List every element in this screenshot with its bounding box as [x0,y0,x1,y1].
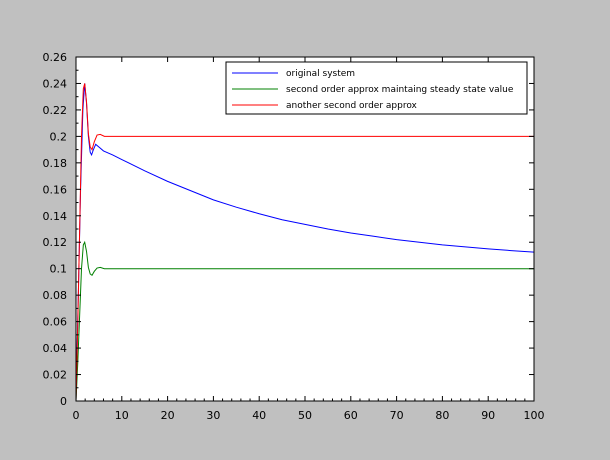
ticks-layer: 0 10 20 30 40 50 60 70 80 90 100 0 0.02 0.04 0.06 0.08 0… [43,51,545,422]
x-tick-label: 60 [344,409,358,422]
y-tick-label: 0.24 [43,77,68,90]
series-line-3 [75,83,534,402]
legend-label-3: another second order approx [286,101,418,111]
series-layer [75,83,535,402]
x-tick-label: 30 [206,409,220,422]
y-tick-label: 0.04 [43,342,68,355]
x-tick-label: 70 [390,409,404,422]
legend: original system second order approx maint… [225,61,528,115]
y-tick-label: 0 [60,395,67,408]
series-line-2 [75,240,534,402]
y-tick-label: 0.26 [43,51,68,64]
x-tick-label: 10 [115,409,129,422]
x-tick-label: 0 [73,409,80,422]
y-tick-label: 0.2 [50,130,68,143]
y-tick-label: 0.06 [43,316,68,329]
plot-frame [75,56,535,402]
y-tick-label: 0.08 [43,289,68,302]
y-tick-label: 0.12 [43,236,68,249]
y-tick-label: 0.1 [50,263,68,276]
x-tick-label: 80 [435,409,449,422]
x-tick-label: 40 [252,409,266,422]
y-tick-label: 0.18 [43,157,68,170]
y-tick-label: 0.16 [43,183,68,196]
legend-label-2: second order approx maintaing steady sta… [286,85,514,95]
x-tick-label: 20 [161,409,175,422]
y-tick-label: 0.22 [43,104,68,117]
y-tick-label: 0.14 [43,210,68,223]
legend-label-1: original system [286,69,355,79]
x-tick-label: 90 [481,409,495,422]
y-tick-label: 0.02 [43,369,68,382]
x-tick-label: 50 [298,409,312,422]
x-tick-label: 100 [524,409,545,422]
